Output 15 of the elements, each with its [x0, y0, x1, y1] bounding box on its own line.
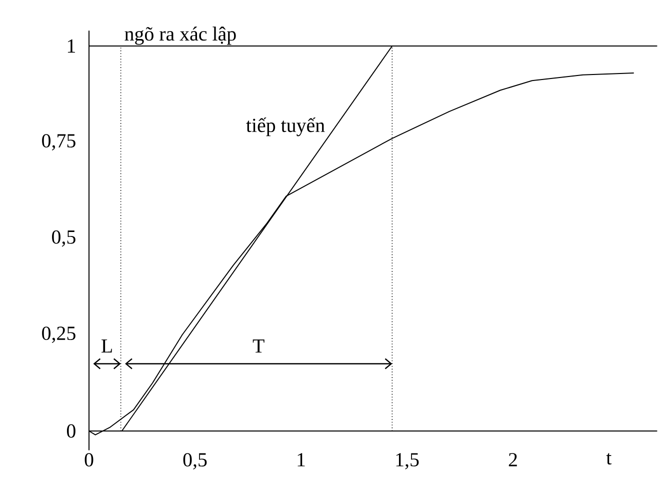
- y-tick-label: 0,25: [42, 326, 76, 343]
- ref-line-label: ngõ ra xác lập: [124, 26, 236, 45]
- y-tick-label: 0: [66, 424, 76, 438]
- annotation: L: [102, 340, 112, 353]
- series-label: tiếp tuyến: [246, 117, 325, 136]
- y-tick-label: 0,75: [42, 134, 76, 150]
- annotation: T: [252, 340, 264, 353]
- x-tick-label: 1: [298, 453, 305, 466]
- x-tick-label: 0: [84, 453, 94, 467]
- x-tick-label: 2: [508, 453, 517, 466]
- x-axis-title: t: [606, 453, 612, 464]
- x-tick-label: 1,5: [396, 453, 419, 470]
- y-tick-label: 1: [68, 39, 75, 53]
- x-tick-label: 0,5: [183, 453, 207, 470]
- y-tick-label: 0,5: [52, 230, 76, 247]
